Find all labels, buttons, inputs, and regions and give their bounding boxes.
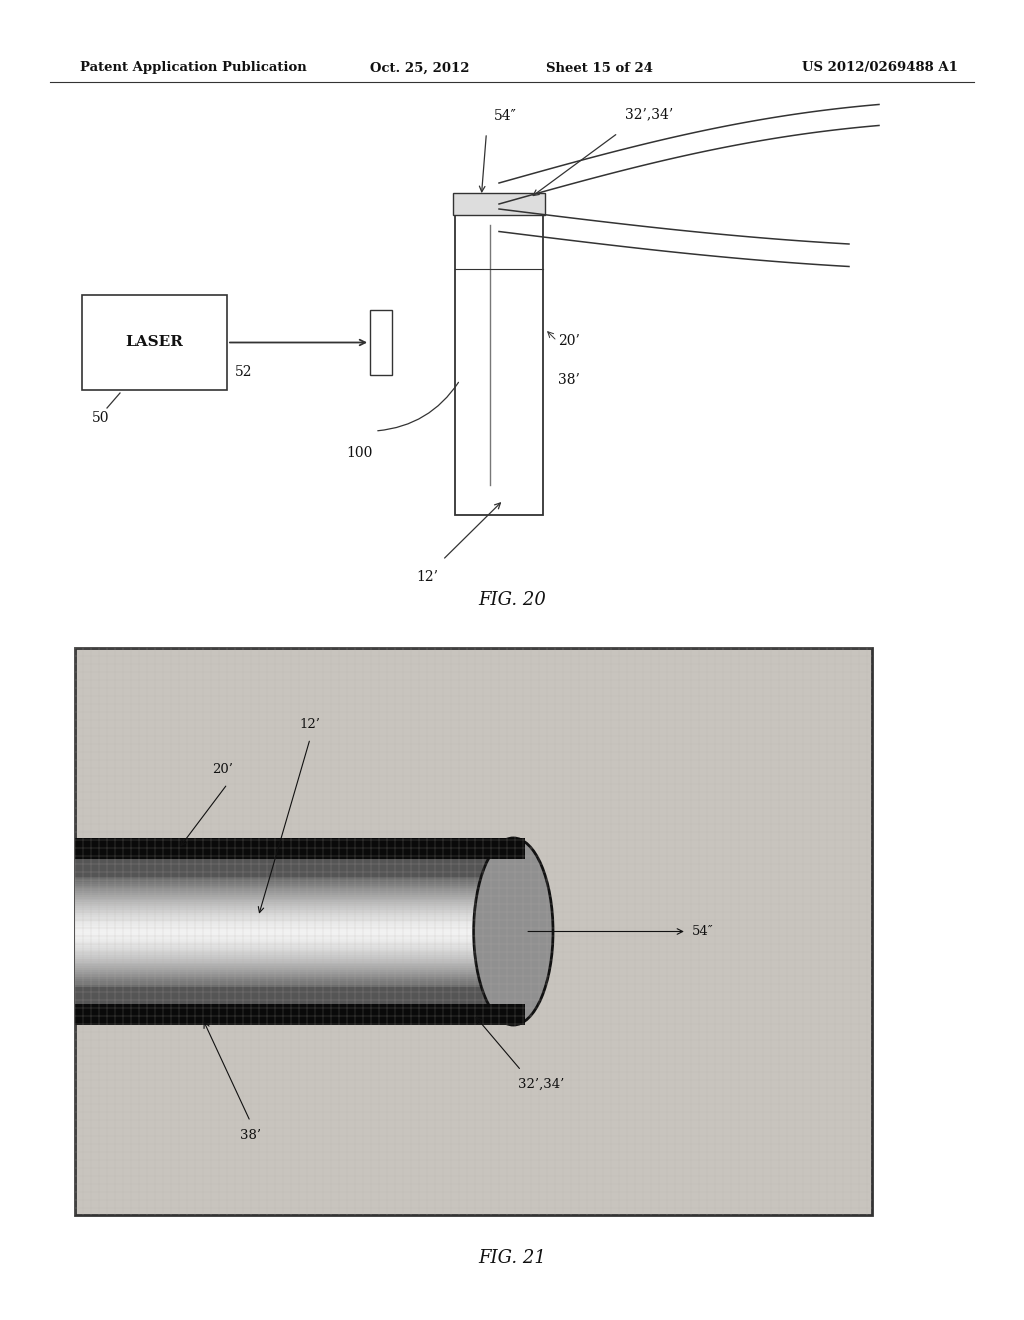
Ellipse shape bbox=[474, 838, 553, 1026]
Bar bbox=[75, 956, 513, 958]
Bar bbox=[75, 900, 513, 903]
Bar bbox=[82, 294, 227, 389]
Bar bbox=[75, 859, 513, 876]
Bar bbox=[75, 965, 513, 966]
Bar bbox=[75, 932, 513, 933]
Bar bbox=[75, 929, 513, 932]
Text: LASER: LASER bbox=[126, 335, 183, 350]
Bar bbox=[75, 970, 513, 973]
Bar bbox=[75, 882, 513, 884]
Bar bbox=[75, 979, 513, 982]
Text: Sheet 15 of 24: Sheet 15 of 24 bbox=[547, 62, 653, 74]
Bar bbox=[75, 838, 513, 859]
Bar bbox=[75, 927, 513, 928]
Bar bbox=[75, 920, 513, 923]
Bar bbox=[75, 986, 513, 1003]
Bar bbox=[75, 884, 513, 886]
Text: 38’: 38’ bbox=[558, 374, 580, 387]
Text: US 2012/0269488 A1: US 2012/0269488 A1 bbox=[802, 62, 957, 74]
Bar bbox=[455, 215, 543, 515]
Text: 100: 100 bbox=[347, 446, 373, 459]
Bar bbox=[75, 876, 513, 879]
Bar bbox=[75, 968, 513, 970]
Bar bbox=[75, 909, 513, 912]
Bar bbox=[75, 960, 513, 961]
Bar bbox=[75, 908, 513, 909]
Bar bbox=[453, 193, 545, 215]
Bar bbox=[75, 952, 513, 954]
Text: 38’: 38’ bbox=[240, 1129, 261, 1142]
Bar bbox=[75, 946, 513, 949]
Bar bbox=[75, 896, 513, 899]
Bar bbox=[75, 1003, 513, 1026]
Bar bbox=[75, 974, 513, 975]
Bar bbox=[75, 937, 513, 940]
Text: 50: 50 bbox=[92, 411, 110, 425]
Bar bbox=[75, 961, 513, 964]
Bar bbox=[75, 890, 513, 892]
Text: 32’,34’: 32’,34’ bbox=[625, 107, 673, 121]
Bar bbox=[75, 886, 513, 888]
Bar bbox=[75, 985, 513, 987]
Text: FIG. 20: FIG. 20 bbox=[478, 591, 546, 609]
Bar bbox=[75, 887, 513, 890]
Bar bbox=[75, 981, 513, 983]
Text: 54″: 54″ bbox=[692, 925, 714, 939]
Bar bbox=[75, 972, 513, 974]
Bar bbox=[75, 838, 525, 859]
Bar bbox=[75, 904, 513, 907]
Text: FIG. 21: FIG. 21 bbox=[478, 1249, 546, 1267]
Bar bbox=[75, 957, 513, 960]
Bar bbox=[75, 953, 513, 956]
Bar bbox=[75, 962, 513, 965]
Bar bbox=[75, 913, 513, 916]
Bar bbox=[370, 310, 392, 375]
Text: 12’: 12’ bbox=[417, 570, 438, 583]
Bar bbox=[75, 878, 513, 880]
Text: Patent Application Publication: Patent Application Publication bbox=[80, 62, 307, 74]
Bar bbox=[75, 975, 513, 978]
Bar bbox=[75, 983, 513, 985]
Bar bbox=[75, 917, 513, 919]
Bar bbox=[75, 919, 513, 921]
Bar bbox=[75, 942, 513, 945]
Bar bbox=[75, 880, 513, 883]
Bar bbox=[75, 648, 872, 1214]
Bar bbox=[75, 944, 513, 946]
Bar bbox=[75, 939, 513, 941]
Text: 20’: 20’ bbox=[212, 763, 232, 776]
Text: 52: 52 bbox=[234, 364, 253, 379]
Text: 20’: 20’ bbox=[558, 334, 580, 348]
Bar bbox=[75, 915, 513, 917]
Bar bbox=[75, 941, 513, 942]
Bar bbox=[75, 1003, 525, 1026]
Text: 54″: 54″ bbox=[494, 110, 516, 123]
Bar bbox=[75, 902, 513, 904]
Bar bbox=[75, 948, 513, 950]
Bar bbox=[75, 899, 513, 900]
Text: 32’,34’: 32’,34’ bbox=[518, 1078, 564, 1092]
Bar bbox=[75, 977, 513, 979]
Text: 12’: 12’ bbox=[300, 718, 321, 731]
Bar bbox=[75, 923, 513, 925]
Bar bbox=[75, 950, 513, 952]
Bar bbox=[75, 924, 513, 927]
Bar bbox=[75, 906, 513, 908]
Bar bbox=[75, 933, 513, 936]
Bar bbox=[75, 928, 513, 931]
Bar bbox=[75, 966, 513, 969]
Bar bbox=[75, 894, 513, 895]
Bar bbox=[75, 895, 513, 898]
Bar bbox=[75, 935, 513, 937]
Bar bbox=[75, 891, 513, 894]
Text: Oct. 25, 2012: Oct. 25, 2012 bbox=[371, 62, 470, 74]
Bar bbox=[75, 911, 513, 913]
